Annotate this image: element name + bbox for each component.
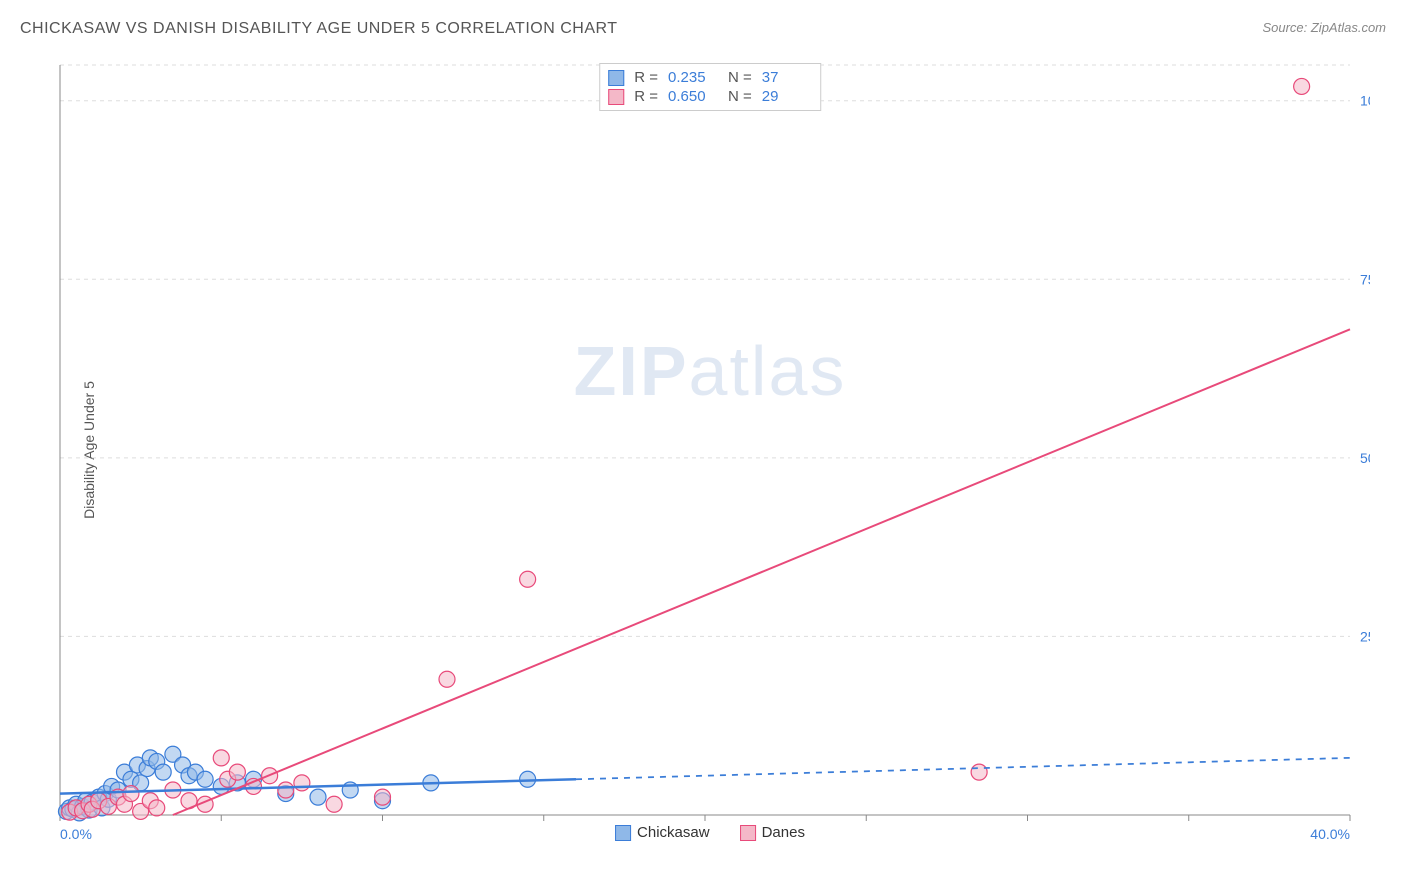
source-label: Source: ZipAtlas.com xyxy=(1262,20,1386,35)
stats-row: R = 0.650 N = 29 xyxy=(608,87,812,106)
legend: Chickasaw Danes xyxy=(615,824,805,841)
stat-R-label: R = xyxy=(634,69,658,86)
stat-N-value: 37 xyxy=(762,69,812,86)
stat-R-value: 0.650 xyxy=(668,88,718,105)
swatch-icon xyxy=(608,89,624,105)
svg-text:25.0%: 25.0% xyxy=(1360,628,1370,644)
legend-item: Chickasaw xyxy=(615,824,710,841)
scatter-plot: 25.0% 50.0% 75.0% 100.0% 0.0% 40.0% xyxy=(50,55,1370,845)
stat-R-value: 0.235 xyxy=(668,69,718,86)
svg-text:50.0%: 50.0% xyxy=(1360,450,1370,466)
legend-label: Danes xyxy=(762,824,805,841)
stats-row: R = 0.235 N = 37 xyxy=(608,68,812,87)
swatch-icon xyxy=(615,825,631,841)
svg-text:100.0%: 100.0% xyxy=(1360,93,1370,109)
legend-item: Danes xyxy=(740,824,805,841)
stats-box: R = 0.235 N = 37 R = 0.650 N = 29 xyxy=(599,63,821,111)
stat-N-label: N = xyxy=(728,69,752,86)
stat-R-label: R = xyxy=(634,88,658,105)
chart-title: CHICKASAW VS DANISH DISABILITY AGE UNDER… xyxy=(20,20,618,38)
svg-text:75.0%: 75.0% xyxy=(1360,271,1370,287)
svg-text:0.0%: 0.0% xyxy=(60,826,92,842)
swatch-icon xyxy=(740,825,756,841)
svg-text:40.0%: 40.0% xyxy=(1310,826,1350,842)
stat-N-value: 29 xyxy=(762,88,812,105)
stat-N-label: N = xyxy=(728,88,752,105)
chart-area: Disability Age Under 5 ZIPatlas 25.0%50.… xyxy=(50,55,1370,845)
legend-label: Chickasaw xyxy=(637,824,710,841)
swatch-icon xyxy=(608,70,624,86)
